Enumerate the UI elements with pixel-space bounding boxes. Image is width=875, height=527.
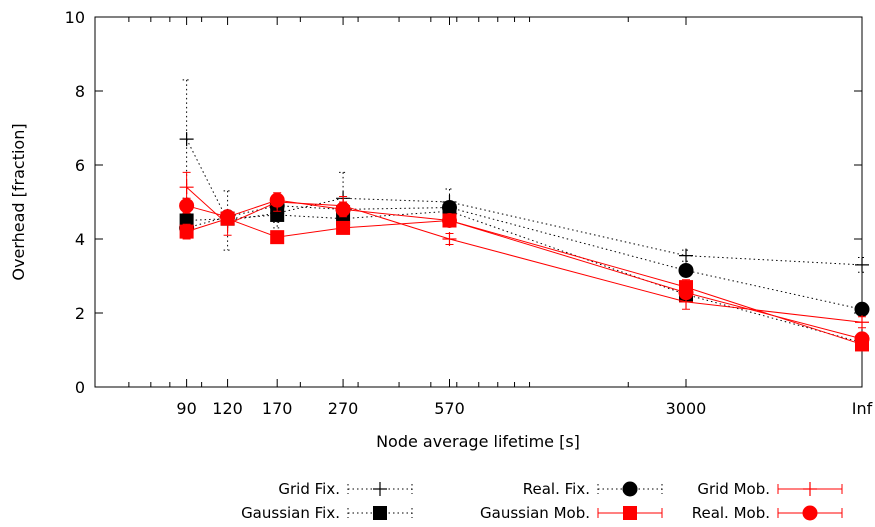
data-point <box>179 198 195 214</box>
y-tick-label: 0 <box>75 378 85 397</box>
legend-error-cap <box>777 484 843 494</box>
legend-error-cap <box>347 484 413 494</box>
data-point <box>678 262 694 278</box>
y-axis-title: Overhead [fraction] <box>9 123 28 280</box>
series-layer <box>179 79 870 352</box>
legend-label: Real. Mob. <box>692 504 770 522</box>
series-3 <box>179 211 869 352</box>
data-point <box>678 285 694 301</box>
series-5 <box>179 192 870 347</box>
data-point <box>220 209 236 225</box>
legend-marker <box>803 482 817 496</box>
legend-marker <box>373 506 387 520</box>
x-tick-label: 570 <box>434 399 465 418</box>
data-point <box>179 224 194 239</box>
data-point <box>270 230 285 245</box>
data-point <box>855 257 869 272</box>
plot-frame <box>94 16 863 388</box>
x-tick-label: 90 <box>176 399 196 418</box>
x-axis-title: Node average lifetime [s] <box>376 432 580 451</box>
data-point <box>679 248 693 263</box>
series-line <box>186 186 863 323</box>
x-tick-label: 120 <box>212 399 243 418</box>
data-point <box>855 315 869 330</box>
legend-label: Grid Mob. <box>697 480 770 498</box>
legend-entry: Grid Fix. <box>278 480 413 498</box>
y-tick-label: 6 <box>75 156 85 175</box>
error-bar <box>223 190 232 251</box>
legend-marker <box>802 505 818 521</box>
series-line <box>186 199 863 340</box>
legend-label: Gaussian Fix. <box>241 504 340 522</box>
legend-entry: Gaussian Mob. <box>480 504 663 522</box>
data-point <box>441 200 457 216</box>
data-point <box>854 301 870 317</box>
legend: Grid Fix. Gaussian Fix. Real. Fix. Gaussian… <box>241 480 843 522</box>
legend-marker <box>373 482 387 496</box>
data-point <box>179 180 194 195</box>
legend-error-cap <box>597 508 663 518</box>
series-1 <box>179 204 869 350</box>
axes: 0 2 4 6 8 10 90 120 170 270 570 3000 Inf <box>65 8 873 418</box>
legend-marker <box>623 506 637 520</box>
legend-error-cap <box>777 508 843 518</box>
x-tick-label: Inf <box>852 399 873 418</box>
x-tick-label: 170 <box>262 399 293 418</box>
data-point <box>441 213 457 228</box>
legend-entry: Gaussian Fix. <box>241 504 413 522</box>
legend-entry: Real. Fix. <box>523 480 663 498</box>
legend-label: Real. Fix. <box>523 480 590 498</box>
x-tick-label: 270 <box>328 399 359 418</box>
y-tick-label: 4 <box>75 230 85 249</box>
error-bar <box>858 257 866 273</box>
x-tick-label: 3000 <box>666 399 707 418</box>
legend-entry: Real. Mob. <box>692 504 843 522</box>
legend-error-cap <box>347 508 413 518</box>
series-line <box>186 210 863 344</box>
plot-area-border <box>94 16 863 388</box>
data-point <box>442 232 457 246</box>
legend-error-cap <box>597 484 663 494</box>
legend-marker <box>622 481 638 497</box>
y-tick-label: 8 <box>75 82 85 101</box>
y-tick-label: 2 <box>75 304 85 323</box>
data-point <box>269 192 285 208</box>
data-point <box>336 220 351 235</box>
legend-label: Grid Fix. <box>278 480 340 498</box>
data-point <box>179 132 194 147</box>
data-point <box>854 331 870 347</box>
data-point <box>335 201 351 217</box>
y-tick-label: 10 <box>65 8 85 27</box>
legend-entry: Grid Mob. <box>697 480 843 498</box>
series-line <box>186 205 863 310</box>
legend-label: Gaussian Mob. <box>480 504 590 522</box>
